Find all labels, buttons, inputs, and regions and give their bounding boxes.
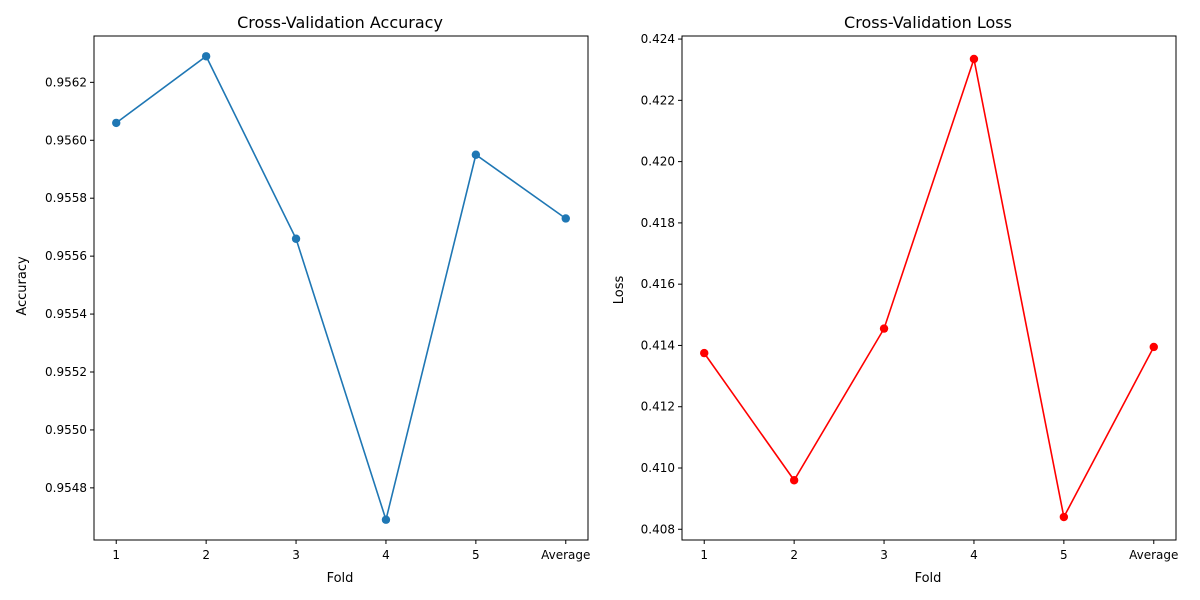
accuracy-ticks: 1 2 3 4 5 Average 0.9548 0.9550 0.9552 0.9554 0.95… [45, 75, 590, 562]
accuracy-x-tick-label: 4 [382, 548, 390, 562]
accuracy-x-axis-label: Fold [327, 571, 354, 586]
loss-y-tick-label: 0.420 [641, 155, 675, 169]
loss-data-point [1059, 512, 1069, 522]
loss-axes-frame [681, 35, 1177, 541]
loss-data-point [1149, 342, 1158, 352]
loss-x-tick-label: 1 [700, 548, 708, 562]
loss-data-point [700, 348, 709, 358]
loss-ticks: 1 2 3 4 5 Average 0.408 0.410 0.412 0.414 0.416 0.4… [641, 32, 1179, 562]
loss-chart-title: Cross-Validation Loss [844, 13, 1012, 32]
accuracy-data-point [471, 150, 481, 159]
accuracy-data-point [201, 52, 211, 61]
accuracy-chart-title: Cross-Validation Accuracy [237, 13, 443, 32]
accuracy-axes-frame [93, 35, 589, 541]
loss-x-axis-label: Fold [915, 571, 942, 586]
accuracy-x-tick-label: 3 [292, 548, 300, 562]
accuracy-y-tick-label: 0.9560 [45, 133, 87, 147]
loss-y-tick-label: 0.416 [641, 277, 675, 291]
loss-series [700, 54, 1158, 522]
accuracy-x-tick-label: Average [541, 548, 590, 562]
accuracy-data-point [561, 214, 570, 223]
loss-x-tick-label: 2 [790, 548, 798, 562]
loss-y-tick-label: 0.408 [641, 522, 675, 536]
loss-x-tick-label: 3 [880, 548, 888, 562]
loss-data-point [969, 54, 979, 64]
loss-y-tick-label: 0.410 [641, 461, 675, 475]
loss-data-point [879, 324, 889, 333]
accuracy-y-tick-label: 0.9548 [45, 481, 87, 495]
accuracy-data-point [291, 234, 301, 243]
accuracy-x-tick-label: 1 [112, 548, 120, 562]
loss-x-tick-label: Average [1129, 548, 1178, 562]
loss-y-tick-label: 0.412 [641, 400, 675, 414]
accuracy-y-tick-label: 0.9562 [45, 75, 87, 89]
accuracy-series [112, 52, 570, 524]
accuracy-series-line [115, 55, 567, 523]
accuracy-y-axis-label: Accuracy [15, 256, 30, 316]
loss-y-tick-label: 0.414 [641, 338, 675, 352]
accuracy-x-tick-label: 5 [472, 548, 480, 562]
loss-y-tick-label: 0.422 [641, 93, 675, 107]
accuracy-y-tick-label: 0.9554 [45, 307, 87, 321]
loss-data-point [789, 476, 799, 485]
accuracy-y-tick-label: 0.9556 [45, 249, 87, 263]
accuracy-y-tick-label: 0.9558 [45, 191, 87, 205]
loss-y-tick-label: 0.418 [641, 216, 675, 230]
accuracy-y-tick-label: 0.9552 [45, 365, 87, 379]
accuracy-x-tick-label: 2 [202, 548, 210, 562]
loss-chart: Cross-Validation Loss Fold Loss 1 2 3 4 5 Ave… [612, 13, 1178, 586]
accuracy-chart: Cross-Validation Accuracy Fold Accuracy … [15, 13, 590, 586]
loss-y-tick-label: 0.424 [641, 32, 675, 46]
loss-series-line [703, 55, 1155, 520]
accuracy-y-tick-label: 0.9550 [45, 423, 87, 437]
accuracy-data-point [112, 118, 121, 128]
loss-x-tick-label: 5 [1060, 548, 1068, 562]
loss-x-tick-label: 4 [970, 548, 978, 562]
accuracy-data-point [381, 515, 391, 524]
loss-y-axis-label: Loss [612, 276, 627, 305]
